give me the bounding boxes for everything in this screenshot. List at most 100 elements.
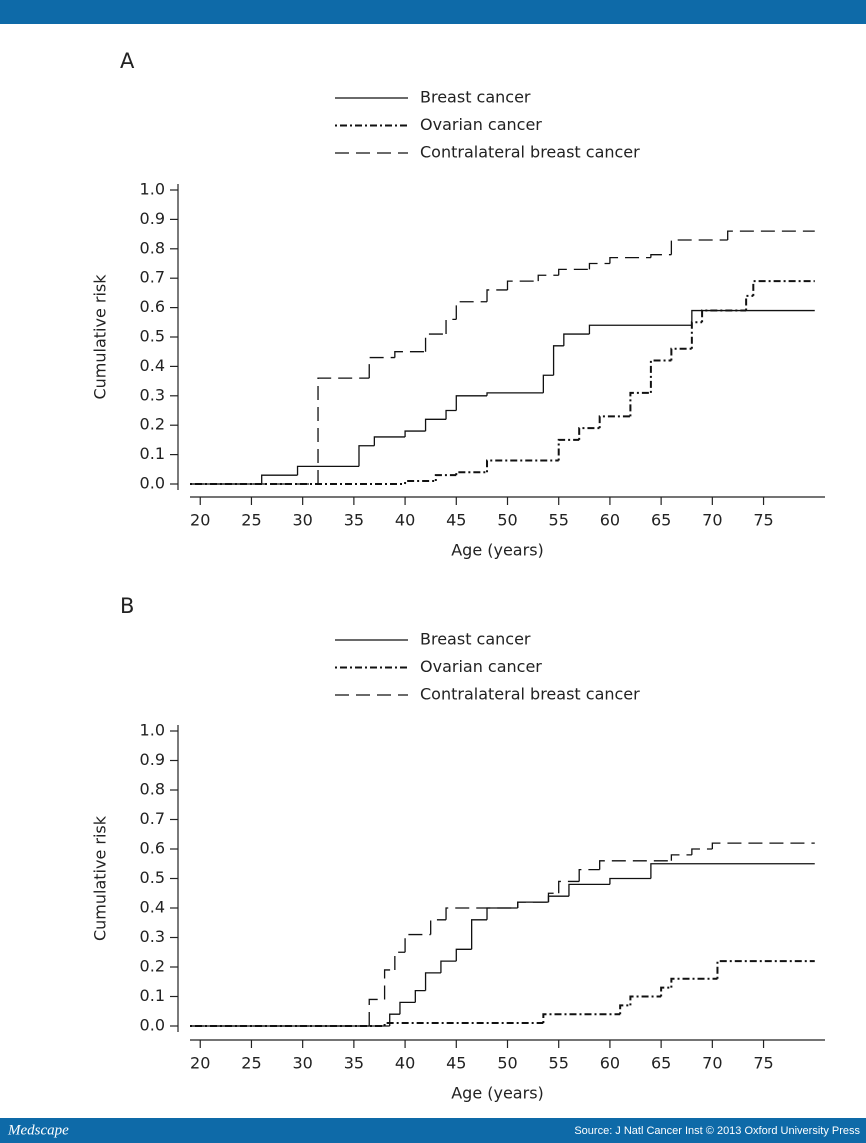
step-segment [578,869,600,882]
x-tick-label: 60 [600,511,620,530]
step-segment [745,294,754,311]
step-segment [455,395,488,411]
step-segment [650,863,815,879]
x-tick-label: 55 [549,1054,569,1073]
step-segment [486,289,508,302]
step-segment [670,854,692,861]
step-segment [296,465,359,476]
x-axis-label: Age (years) [451,541,544,560]
x-tick-label: 40 [395,1054,415,1073]
step-segment [414,989,426,1003]
step-segment [619,1004,631,1015]
y-tick-label: 0.3 [140,385,165,404]
step-segment [383,969,395,1000]
legend-label: Breast cancer [420,88,531,107]
panel-label: A [120,49,135,73]
step-segment [389,1013,400,1026]
x-tick-label: 35 [344,511,364,530]
y-tick-label: 0.9 [140,209,165,228]
panel-label: B [120,594,134,618]
x-tick-label: 65 [651,1054,671,1073]
step-segment [558,268,590,276]
step-segment [649,359,672,393]
step-segment [558,880,580,894]
y-tick-label: 1.0 [140,180,165,199]
y-tick-label: 0.3 [140,927,165,946]
x-tick-label: 40 [395,511,415,530]
step-segment [471,919,488,950]
legend-label: Ovarian cancer [420,657,542,676]
step-segment [691,309,815,326]
y-axis-label: Cumulative risk [91,815,110,941]
step-segment [368,998,385,1026]
legend-label: Contralateral breast cancer [420,685,640,704]
x-tick-label: 25 [241,511,261,530]
x-tick-label: 55 [549,511,569,530]
x-tick-label: 45 [446,511,466,530]
step-segment [455,301,488,320]
step-segment [650,254,672,258]
step-segment [317,377,370,484]
step-segment [399,1001,416,1015]
y-tick-label: 0.8 [140,238,165,257]
x-tick-label: 65 [651,511,671,530]
x-tick-label: 25 [241,1054,261,1073]
step-segment [588,262,610,270]
step-segment [690,321,703,349]
y-tick-label: 0.6 [140,839,165,858]
step-segment [670,239,728,255]
y-tick-label: 0.7 [140,268,165,287]
header-bar [0,0,866,24]
step-segment [440,960,457,973]
step-segment [430,919,447,935]
y-tick-label: 0.7 [140,809,165,828]
step-segment [445,409,457,420]
step-segment [506,280,539,290]
step-segment [542,1013,621,1024]
step-segment [727,230,815,240]
step-segment [517,901,549,908]
step-segment [486,907,518,920]
x-tick-label: 35 [344,1054,364,1073]
step-segment [537,274,559,282]
step-segment [394,351,426,358]
legend-label: Contralateral breast cancer [420,143,640,162]
y-tick-label: 0.6 [140,297,165,316]
step-segment [404,933,431,953]
step-segment [383,1022,544,1026]
x-tick-label: 20 [190,511,210,530]
step-segment [542,374,554,393]
step-segment [598,415,631,429]
footer-bar [0,1118,866,1143]
step-segment [547,895,569,903]
y-axis-label: Cumulative risk [91,274,110,400]
step-segment [557,438,580,461]
step-segment [563,333,590,346]
step-segment [701,309,747,323]
step-segment [716,960,815,979]
step-segment [629,995,662,1006]
x-tick-label: 50 [497,1054,517,1073]
x-tick-label: 45 [446,1054,466,1073]
y-tick-label: 0.4 [140,898,165,917]
step-segment [547,892,559,903]
y-tick-label: 0.2 [140,415,165,434]
step-segment [424,972,441,991]
step-segment [424,333,447,352]
step-segment [599,860,672,870]
step-segment [552,345,564,376]
step-segment [517,901,549,908]
legend-label: Ovarian cancer [420,115,542,134]
logo: Medscape [7,1122,69,1138]
step-segment [629,391,651,417]
x-tick-label: 20 [190,1054,210,1073]
step-segment [691,848,713,855]
y-tick-label: 0.9 [140,750,165,769]
step-segment [368,356,395,379]
step-segment [752,280,815,296]
step-segment [404,480,436,484]
step-segment [424,418,447,432]
x-tick-label: 75 [753,511,773,530]
step-segment [261,474,298,484]
